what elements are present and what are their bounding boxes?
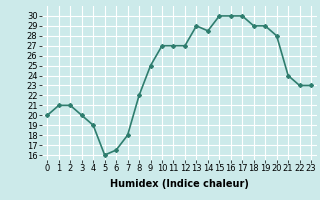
X-axis label: Humidex (Indice chaleur): Humidex (Indice chaleur): [110, 179, 249, 189]
